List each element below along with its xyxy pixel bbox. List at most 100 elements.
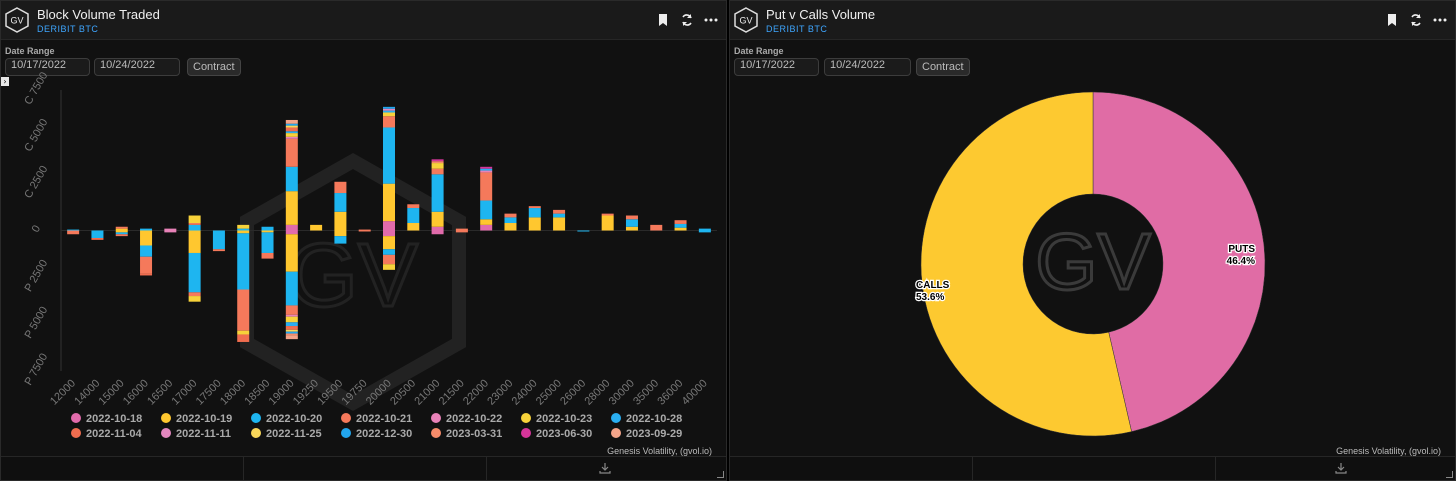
bar-segment-2022-10-20[interactable] bbox=[383, 127, 395, 184]
bar-segment-2022-10-18[interactable] bbox=[431, 226, 444, 231]
bar-segment-2022-10-20[interactable] bbox=[140, 245, 153, 257]
bookmark-icon[interactable] bbox=[656, 13, 670, 27]
bar-segment-2022-10-23[interactable] bbox=[383, 264, 395, 270]
bar-segment-2022-10-28[interactable] bbox=[383, 110, 395, 113]
bar-segment-2022-10-21[interactable] bbox=[140, 256, 153, 274]
bar-segment-2022-10-21[interactable] bbox=[674, 220, 687, 224]
expand-icon[interactable]: › bbox=[1, 77, 9, 86]
legend-item[interactable]: 2022-10-28 bbox=[611, 413, 682, 425]
bookmark-icon[interactable] bbox=[1385, 13, 1399, 27]
legend-item[interactable]: 2022-11-25 bbox=[251, 428, 322, 440]
bar-segment-2022-11-04[interactable] bbox=[285, 326, 298, 330]
bar-segment-2022-10-20[interactable] bbox=[334, 236, 347, 244]
legend-item[interactable]: 2022-10-23 bbox=[521, 413, 592, 425]
bar-segment-2022-11-04[interactable] bbox=[285, 127, 298, 132]
bar-segment-2022-10-18[interactable] bbox=[383, 230, 395, 237]
bar-segment-2022-10-20[interactable] bbox=[334, 193, 347, 212]
bar-segment-2022-10-21[interactable] bbox=[383, 116, 395, 128]
bar-segment-2022-10-20[interactable] bbox=[504, 217, 517, 224]
legend-item[interactable]: 2022-10-19 bbox=[161, 413, 232, 425]
bar-segment-2022-10-19[interactable] bbox=[383, 236, 395, 250]
bar-segment-2022-10-21[interactable] bbox=[625, 215, 638, 220]
bar-segment-2022-10-18[interactable] bbox=[431, 230, 444, 235]
bar-segment-2022-10-21[interactable] bbox=[188, 223, 201, 225]
bar-segment-2022-10-21[interactable] bbox=[115, 226, 128, 229]
bar-segment-2022-10-20[interactable] bbox=[407, 208, 420, 224]
bar-segment-2022-10-28[interactable] bbox=[285, 131, 298, 134]
bar-segment-2022-11-04[interactable] bbox=[140, 273, 153, 276]
bar-segment-2023-09-29[interactable] bbox=[285, 119, 298, 124]
bar-segment-2022-11-11[interactable] bbox=[383, 108, 395, 111]
bar-segment-2022-12-30[interactable] bbox=[285, 123, 298, 126]
bar-segment-2022-10-20[interactable] bbox=[212, 230, 225, 250]
bar-segment-2022-10-19[interactable] bbox=[407, 223, 420, 231]
more-icon[interactable] bbox=[704, 13, 718, 27]
bar-segment-2022-10-19[interactable] bbox=[334, 230, 347, 237]
end-date-input[interactable]: 10/24/2022 bbox=[94, 58, 180, 76]
bar-segment-2022-11-04[interactable] bbox=[237, 334, 250, 342]
bar-segment-2022-10-20[interactable] bbox=[285, 271, 298, 306]
bar-segment-2022-10-23[interactable] bbox=[237, 330, 250, 335]
bar-segment-2022-10-20[interactable] bbox=[480, 200, 493, 220]
bar-segment-2022-10-20[interactable] bbox=[698, 230, 711, 233]
bar-segment-2022-10-23[interactable] bbox=[188, 296, 201, 302]
bar-segment-2022-10-20[interactable] bbox=[285, 166, 298, 192]
contract-button[interactable]: Contract bbox=[916, 58, 970, 76]
bar-segment-2022-10-22[interactable] bbox=[164, 228, 177, 231]
bar-segment-2022-10-20[interactable] bbox=[431, 174, 444, 212]
bar-segment-2022-10-23[interactable] bbox=[285, 316, 298, 323]
bar-segment-2022-10-19[interactable] bbox=[285, 191, 298, 225]
bar-segment-2022-10-22[interactable] bbox=[164, 230, 177, 233]
bar-segment-2022-12-30[interactable] bbox=[383, 106, 395, 109]
bar-segment-2022-10-19[interactable] bbox=[140, 230, 153, 246]
bar-segment-2022-10-21[interactable] bbox=[261, 252, 274, 259]
bar-segment-2022-10-21[interactable] bbox=[383, 254, 395, 265]
bar-segment-2022-10-21[interactable] bbox=[455, 228, 468, 231]
bar-segment-2022-10-18[interactable] bbox=[480, 224, 493, 231]
bar-segment-2022-10-22[interactable] bbox=[480, 170, 493, 173]
bar-segment-2022-10-19[interactable] bbox=[285, 234, 298, 272]
bar-segment-2022-10-21[interactable] bbox=[285, 305, 298, 315]
bar-segment-2022-10-19[interactable] bbox=[310, 224, 323, 231]
bar-segment-2022-10-21[interactable] bbox=[115, 234, 128, 237]
bar-segment-2022-10-20[interactable] bbox=[261, 232, 274, 253]
bar-segment-2022-10-21[interactable] bbox=[650, 224, 663, 231]
download-icon[interactable] bbox=[1335, 462, 1347, 474]
bar-segment-2022-10-19[interactable] bbox=[601, 215, 614, 231]
bar-segment-2022-10-20[interactable] bbox=[553, 213, 566, 218]
bar-segment-2022-10-21[interactable] bbox=[528, 206, 541, 209]
legend-item[interactable]: 2022-10-21 bbox=[341, 413, 412, 425]
legend-item[interactable]: 2022-10-20 bbox=[251, 413, 322, 425]
bar-segment-2023-03-31[interactable] bbox=[431, 161, 444, 164]
bar-segment-2023-06-30[interactable] bbox=[431, 159, 444, 162]
bar-segment-2022-10-20[interactable] bbox=[237, 233, 250, 290]
bar-segment-2022-10-19[interactable] bbox=[115, 228, 128, 231]
slice-puts[interactable] bbox=[1092, 91, 1266, 432]
refresh-icon[interactable] bbox=[680, 13, 694, 27]
bar-segment-2022-10-20[interactable] bbox=[528, 208, 541, 218]
bar-segment-2022-10-20[interactable] bbox=[261, 226, 274, 231]
bar-segment-2022-10-23[interactable] bbox=[188, 215, 201, 224]
end-date-input[interactable]: 10/24/2022 bbox=[824, 58, 911, 76]
legend-item[interactable]: 2023-03-31 bbox=[431, 428, 502, 440]
bar-segment-2022-10-21[interactable] bbox=[480, 172, 493, 201]
legend-item[interactable]: 2023-06-30 bbox=[521, 428, 592, 440]
contract-button[interactable]: Contract bbox=[187, 58, 241, 76]
bar-segment-2022-10-23[interactable] bbox=[431, 163, 444, 169]
bar-segment-2023-06-30[interactable] bbox=[480, 166, 493, 169]
bar-segment-2022-10-18[interactable] bbox=[285, 224, 298, 231]
bar-segment-2022-10-19[interactable] bbox=[625, 226, 638, 231]
bar-segment-2022-12-30[interactable] bbox=[285, 331, 298, 334]
bar-segment-2022-10-21[interactable] bbox=[358, 230, 371, 232]
bar-segment-2022-10-19[interactable] bbox=[504, 223, 517, 231]
bar-segment-2022-10-19[interactable] bbox=[188, 230, 201, 253]
bar-segment-2022-10-21[interactable] bbox=[67, 230, 80, 235]
bar-segment-2022-11-25[interactable] bbox=[285, 329, 298, 332]
bar-segment-2022-10-19[interactable] bbox=[480, 219, 493, 225]
bar-segment-2022-10-20[interactable] bbox=[237, 228, 250, 231]
legend-item[interactable]: 2022-11-11 bbox=[161, 428, 231, 440]
bar-segment-2022-10-20[interactable] bbox=[188, 252, 201, 293]
start-date-input[interactable]: 10/17/2022 bbox=[734, 58, 819, 76]
bar-segment-2022-10-21[interactable] bbox=[334, 181, 347, 194]
more-icon[interactable] bbox=[1433, 13, 1447, 27]
